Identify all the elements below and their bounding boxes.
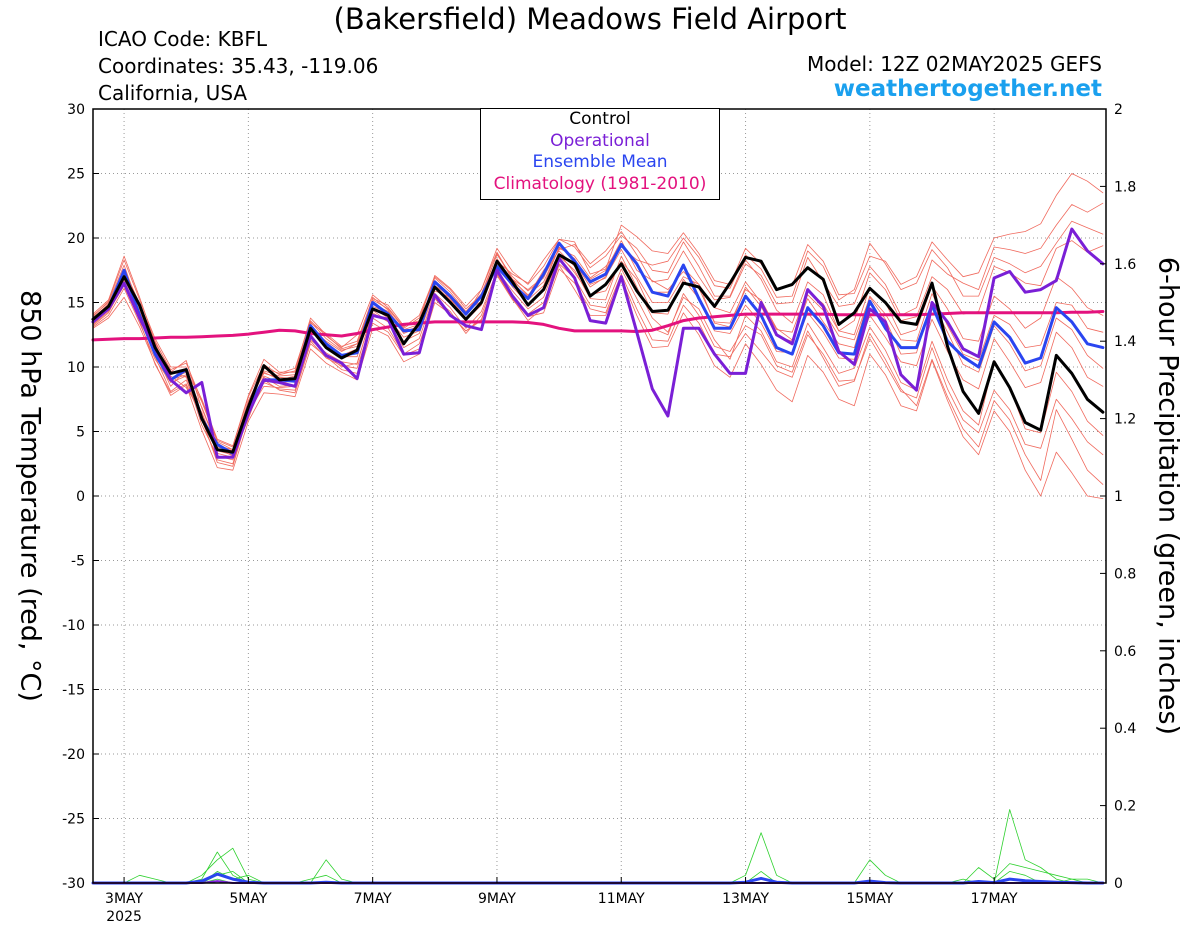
left-tick-label: 5 [76, 425, 85, 441]
ensemble-member-line [92, 263, 1104, 485]
legend-operational: Operational [550, 130, 650, 151]
ensemble-member-line [92, 268, 1104, 471]
right-tick-label: 1.2 [1114, 412, 1136, 428]
series-line-control [91, 253, 1105, 454]
chart-title: (Bakersfield) Meadows Field Airport [333, 2, 847, 36]
left-tick-label: -5 [71, 554, 85, 570]
model-run-label: Model: 12Z 02MAY2025 GEFS [807, 52, 1102, 76]
bottom-tick-label: 5MAY [229, 891, 267, 907]
precip-mean-line [91, 872, 1105, 885]
bottom-tick-label: 17MAY [971, 891, 1018, 907]
bottom-tick-label: 9MAY [478, 891, 516, 907]
right-tick-label: 0.6 [1114, 644, 1136, 660]
left-tick-label: -25 [62, 812, 85, 828]
left-tick-label: 25 [67, 167, 85, 183]
bottom-tick-label: 15MAY [846, 891, 893, 907]
location-region: California, USA [98, 81, 248, 105]
series-line-operational [91, 227, 1105, 459]
precip-member-line [92, 809, 1104, 884]
bottom-tick-label: 7MAY [354, 891, 392, 907]
right-tick-label: 1.6 [1114, 257, 1136, 273]
precip-member-line [92, 832, 1104, 884]
coordinates: Coordinates: 35.43, -119.06 [98, 54, 379, 78]
icao-code: ICAO Code: KBFL [98, 27, 268, 51]
left-tick-label: -15 [62, 683, 85, 699]
left-tick-label: 0 [76, 489, 85, 505]
right-tick-label: 0.4 [1114, 721, 1136, 737]
left-tick-label: -20 [62, 747, 85, 763]
legend-climatology: Climatology (1981-2010) [493, 173, 707, 194]
ensemble-member-line [92, 255, 1104, 465]
bottom-tick-label: 13MAY [722, 891, 769, 907]
right-tick-label: 0.8 [1114, 566, 1136, 582]
chart-legend: Control Operational Ensemble Mean Climat… [480, 108, 720, 200]
bottom-tick-sublabel: 2025 [106, 909, 142, 925]
legend-ensemble-mean: Ensemble Mean [532, 152, 668, 172]
ensemble-member-line [92, 264, 1104, 500]
right-tick-label: 0 [1114, 876, 1123, 892]
brand-link[interactable]: weathertogether.net [833, 76, 1102, 102]
ensemble-member-line [92, 253, 1104, 457]
right-tick-label: 1 [1114, 489, 1123, 505]
right-tick-label: 1.8 [1114, 179, 1136, 195]
bottom-tick-label: 11MAY [598, 891, 645, 907]
left-tick-label: 15 [67, 296, 85, 312]
legend-control: Control [569, 109, 631, 129]
left-tick-label: -30 [62, 876, 85, 892]
right-tick-label: 0.2 [1114, 799, 1136, 815]
left-tick-label: 20 [67, 231, 85, 247]
left-tick-label: 30 [67, 102, 85, 118]
right-tick-label: 1.4 [1114, 334, 1136, 350]
right-tick-label: 2 [1114, 102, 1123, 118]
left-tick-label: -10 [62, 618, 85, 634]
left-tick-label: 10 [67, 360, 85, 376]
bottom-tick-label: 3MAY [105, 891, 143, 907]
plot-frame [92, 108, 1107, 884]
